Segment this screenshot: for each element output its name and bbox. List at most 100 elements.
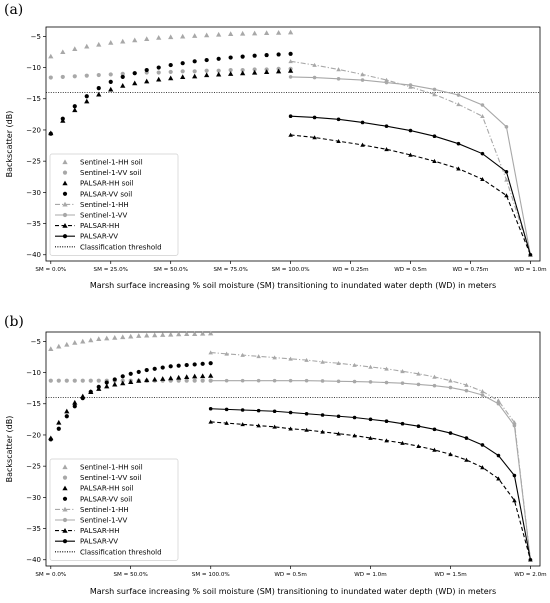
legend-marker <box>62 201 68 207</box>
legend-entry: PALSAR-VV <box>55 233 118 241</box>
data-point <box>104 383 110 389</box>
data-point <box>496 398 501 403</box>
data-point <box>288 59 293 64</box>
data-point <box>152 376 158 382</box>
data-point <box>96 72 101 78</box>
data-point <box>416 382 421 387</box>
plot-frame <box>45 26 541 262</box>
data-point <box>252 67 257 72</box>
data-point <box>464 382 469 387</box>
data-point <box>256 423 261 428</box>
series-palsar-hh <box>208 419 533 562</box>
data-point <box>432 427 437 432</box>
data-point <box>288 410 293 415</box>
data-point <box>384 147 389 152</box>
data-point <box>60 49 66 55</box>
data-point <box>336 67 341 72</box>
data-point <box>456 141 461 146</box>
data-point <box>204 32 210 38</box>
data-point <box>144 67 149 73</box>
data-point <box>112 377 117 382</box>
legend-marker <box>62 475 68 480</box>
legend-marker <box>62 464 68 470</box>
data-point <box>216 68 221 73</box>
data-point <box>312 62 317 67</box>
data-point <box>288 132 293 137</box>
y-tick-label: −5 <box>31 33 41 41</box>
legend-box <box>49 153 179 256</box>
data-point <box>80 378 85 383</box>
legend-marker <box>62 234 68 239</box>
legend-label: PALSAR-HH soil <box>80 485 134 493</box>
legend-label: Classification threshold <box>80 243 162 251</box>
data-point <box>432 87 437 92</box>
legend-label: Sentinel-1-VV soil <box>80 474 141 482</box>
data-point <box>64 341 70 347</box>
legend-label: Sentinel-1-HH soil <box>80 159 143 167</box>
data-point <box>368 435 373 440</box>
data-point <box>192 73 198 79</box>
data-point <box>64 414 69 419</box>
data-point <box>168 75 174 81</box>
data-point <box>408 152 413 157</box>
data-point <box>275 68 282 74</box>
data-point <box>216 71 222 77</box>
series-sentinel-1-vv <box>208 378 533 562</box>
data-point <box>192 362 197 367</box>
data-point <box>263 30 270 36</box>
data-point <box>104 380 109 385</box>
legend-entry: Classification threshold <box>55 243 162 251</box>
data-point <box>496 401 501 406</box>
x-tick-label: WD = 0.25m <box>333 267 369 273</box>
y-tick-label: −40 <box>26 556 41 564</box>
data-point <box>448 452 453 457</box>
data-point <box>400 369 405 374</box>
data-point <box>200 361 205 366</box>
data-point <box>312 135 317 140</box>
y-tick-label: −35 <box>26 220 41 228</box>
data-point <box>96 91 102 97</box>
data-point <box>136 378 142 383</box>
data-point <box>240 30 246 36</box>
x-tick-label: WD = 0.5m <box>394 267 426 273</box>
data-point <box>312 115 317 120</box>
data-point <box>56 343 62 349</box>
data-point <box>432 158 437 163</box>
data-point <box>480 393 485 397</box>
data-point <box>208 419 213 424</box>
data-point <box>448 385 453 390</box>
data-point <box>480 103 485 107</box>
data-point <box>352 379 357 384</box>
legend-marker <box>62 159 68 165</box>
data-point <box>132 37 138 43</box>
data-point <box>320 413 325 417</box>
legend-box <box>49 458 179 561</box>
legend-label: PALSAR-VV <box>80 233 118 241</box>
data-point <box>464 457 469 462</box>
data-point <box>304 427 309 432</box>
data-point <box>228 31 234 36</box>
data-point <box>200 330 206 336</box>
data-point <box>176 363 181 368</box>
data-point <box>224 378 229 383</box>
data-point <box>400 421 405 426</box>
legend-entry: PALSAR-VV soil <box>62 190 132 198</box>
legend-entry: Sentinel-1-VV soil <box>62 474 141 482</box>
x-tick-label: WD = 1.0m <box>354 572 386 578</box>
data-point <box>504 125 509 129</box>
data-point <box>264 52 269 58</box>
data-point <box>128 371 133 376</box>
data-point <box>288 75 293 79</box>
series-line <box>290 134 531 255</box>
data-point <box>216 56 221 61</box>
data-point <box>224 407 229 412</box>
data-point <box>240 54 245 59</box>
legend-label: Classification threshold <box>80 548 162 556</box>
data-point <box>128 333 134 339</box>
series-palsar-vv <box>208 406 533 562</box>
data-point <box>320 379 325 383</box>
data-point <box>208 378 213 383</box>
data-point <box>48 53 54 59</box>
data-point <box>204 72 210 78</box>
data-point <box>60 116 65 121</box>
